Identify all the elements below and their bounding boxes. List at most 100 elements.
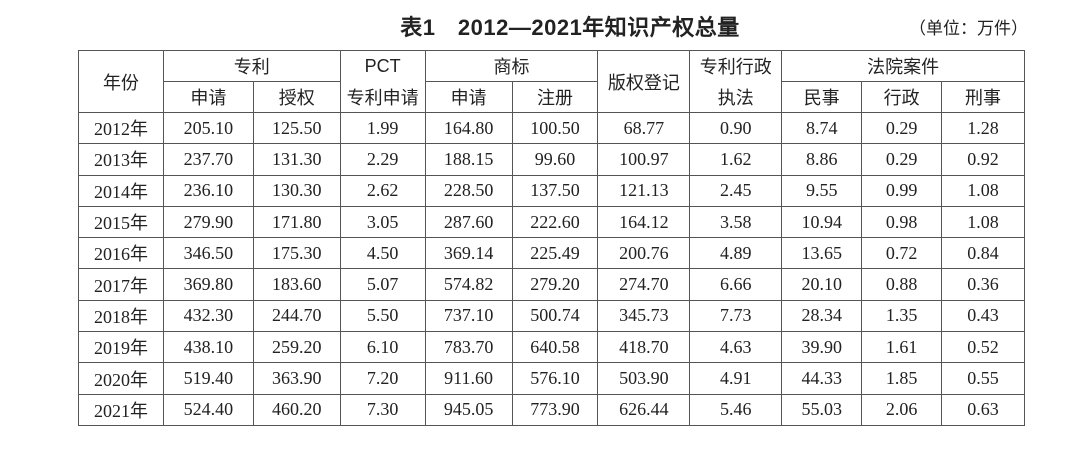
- value-cell: 287.60: [424, 205, 513, 239]
- value-cell: 44.33: [781, 362, 863, 395]
- value-cell: 222.60: [511, 205, 599, 239]
- value-cell: 130.30: [252, 174, 341, 207]
- table-body: 2012年 205.10 125.50 1.99 164.80 100.50 68.77 0.…: [78, 111, 1025, 426]
- value-cell: 460.20: [252, 393, 341, 426]
- header-cell: 刑事: [941, 81, 1025, 113]
- value-cell: 0.55: [941, 362, 1025, 395]
- year-cell: 2012年: [78, 111, 164, 145]
- value-cell: 773.90: [511, 393, 599, 426]
- table-row: 2019年 438.10 259.20 6.10 783.70 640.58 418.70 4…: [78, 331, 1025, 364]
- header-cell: PCT: [339, 50, 426, 82]
- value-cell: 244.70: [252, 299, 341, 333]
- value-cell: 0.99: [861, 174, 943, 207]
- value-cell: 9.55: [781, 174, 863, 207]
- header-cell: 专利申请: [339, 81, 426, 113]
- value-cell: 4.91: [689, 362, 783, 395]
- value-cell: 640.58: [511, 331, 599, 364]
- value-cell: 10.94: [781, 205, 863, 239]
- ip-table: 年份 专利 PCT 商标 版权登记 专利行政 法院案件 申请 授权 专利申请 申…: [78, 50, 1025, 426]
- value-cell: 131.30: [252, 143, 341, 176]
- value-cell: 0.90: [689, 111, 783, 145]
- unit-note: （单位：万件）: [909, 19, 1028, 38]
- value-cell: 626.44: [597, 393, 691, 426]
- value-cell: 500.74: [511, 299, 599, 333]
- header-cell: 民事: [781, 81, 863, 113]
- value-cell: 363.90: [252, 362, 341, 395]
- value-cell: 137.50: [511, 174, 599, 207]
- year-cell: 2013年: [78, 143, 164, 176]
- value-cell: 4.63: [689, 331, 783, 364]
- year-cell: 2015年: [78, 205, 164, 239]
- value-cell: 783.70: [424, 331, 513, 364]
- value-cell: 1.28: [941, 111, 1025, 145]
- value-cell: 8.74: [781, 111, 863, 145]
- value-cell: 164.80: [424, 111, 513, 145]
- header-cell: 商标: [424, 50, 599, 82]
- value-cell: 3.58: [689, 205, 783, 239]
- value-cell: 519.40: [162, 362, 254, 395]
- value-cell: 68.77: [597, 111, 691, 145]
- value-cell: 0.72: [861, 237, 943, 270]
- header-cell: 专利行政: [689, 50, 783, 82]
- table-row: 2017年 369.80 183.60 5.07 574.82 279.20 274.70 6…: [78, 268, 1025, 301]
- value-cell: 1.99: [339, 111, 426, 145]
- value-cell: 1.85: [861, 362, 943, 395]
- value-cell: 236.10: [162, 174, 254, 207]
- value-cell: 0.36: [941, 268, 1025, 301]
- table-row: 2013年 237.70 131.30 2.29 188.15 99.60 100.97 1.…: [78, 143, 1025, 176]
- header-cell: 法院案件: [781, 50, 1025, 82]
- year-cell: 2018年: [78, 299, 164, 333]
- value-cell: 39.90: [781, 331, 863, 364]
- table-row: 2018年 432.30 244.70 5.50 737.10 500.74 345.73 7…: [78, 299, 1025, 333]
- value-cell: 4.89: [689, 237, 783, 270]
- header-cell: 行政: [861, 81, 943, 113]
- value-cell: 369.80: [162, 268, 254, 301]
- value-cell: 55.03: [781, 393, 863, 426]
- value-cell: 279.20: [511, 268, 599, 301]
- table-row: 2012年 205.10 125.50 1.99 164.80 100.50 68.77 0.…: [78, 111, 1025, 145]
- year-cell: 2019年: [78, 331, 164, 364]
- value-cell: 100.50: [511, 111, 599, 145]
- header-cell: 版权登记: [597, 50, 691, 113]
- value-cell: 945.05: [424, 393, 513, 426]
- value-cell: 432.30: [162, 299, 254, 333]
- value-cell: 99.60: [511, 143, 599, 176]
- value-cell: 1.62: [689, 143, 783, 176]
- header-cell: 执法: [689, 81, 783, 113]
- value-cell: 418.70: [597, 331, 691, 364]
- value-cell: 911.60: [424, 362, 513, 395]
- value-cell: 13.65: [781, 237, 863, 270]
- table-title: 表1 2012—2021年知识产权总量: [400, 15, 740, 40]
- table-row: 2020年 519.40 363.90 7.20 911.60 576.10 503.90 4…: [78, 362, 1025, 395]
- value-cell: 2.45: [689, 174, 783, 207]
- value-cell: 0.43: [941, 299, 1025, 333]
- value-cell: 121.13: [597, 174, 691, 207]
- value-cell: 0.88: [861, 268, 943, 301]
- value-cell: 164.12: [597, 205, 691, 239]
- table-row: 2014年 236.10 130.30 2.62 228.50 137.50 121.13 2…: [78, 174, 1025, 207]
- value-cell: 7.20: [339, 362, 426, 395]
- value-cell: 279.90: [162, 205, 254, 239]
- header-cell: 申请: [424, 81, 513, 113]
- value-cell: 183.60: [252, 268, 341, 301]
- header-cell: 注册: [511, 81, 599, 113]
- value-cell: 345.73: [597, 299, 691, 333]
- table-row: 2016年 346.50 175.30 4.50 369.14 225.49 200.76 4…: [78, 237, 1025, 270]
- value-cell: 346.50: [162, 237, 254, 270]
- value-cell: 2.06: [861, 393, 943, 426]
- value-cell: 171.80: [252, 205, 341, 239]
- value-cell: 574.82: [424, 268, 513, 301]
- year-cell: 2014年: [78, 174, 164, 207]
- header-cell: 授权: [252, 81, 341, 113]
- value-cell: 175.30: [252, 237, 341, 270]
- value-cell: 8.86: [781, 143, 863, 176]
- value-cell: 0.98: [861, 205, 943, 239]
- value-cell: 228.50: [424, 174, 513, 207]
- year-cell: 2020年: [78, 362, 164, 395]
- value-cell: 1.08: [941, 174, 1025, 207]
- value-cell: 503.90: [597, 362, 691, 395]
- value-cell: 3.05: [339, 205, 426, 239]
- value-cell: 20.10: [781, 268, 863, 301]
- value-cell: 2.29: [339, 143, 426, 176]
- value-cell: 6.66: [689, 268, 783, 301]
